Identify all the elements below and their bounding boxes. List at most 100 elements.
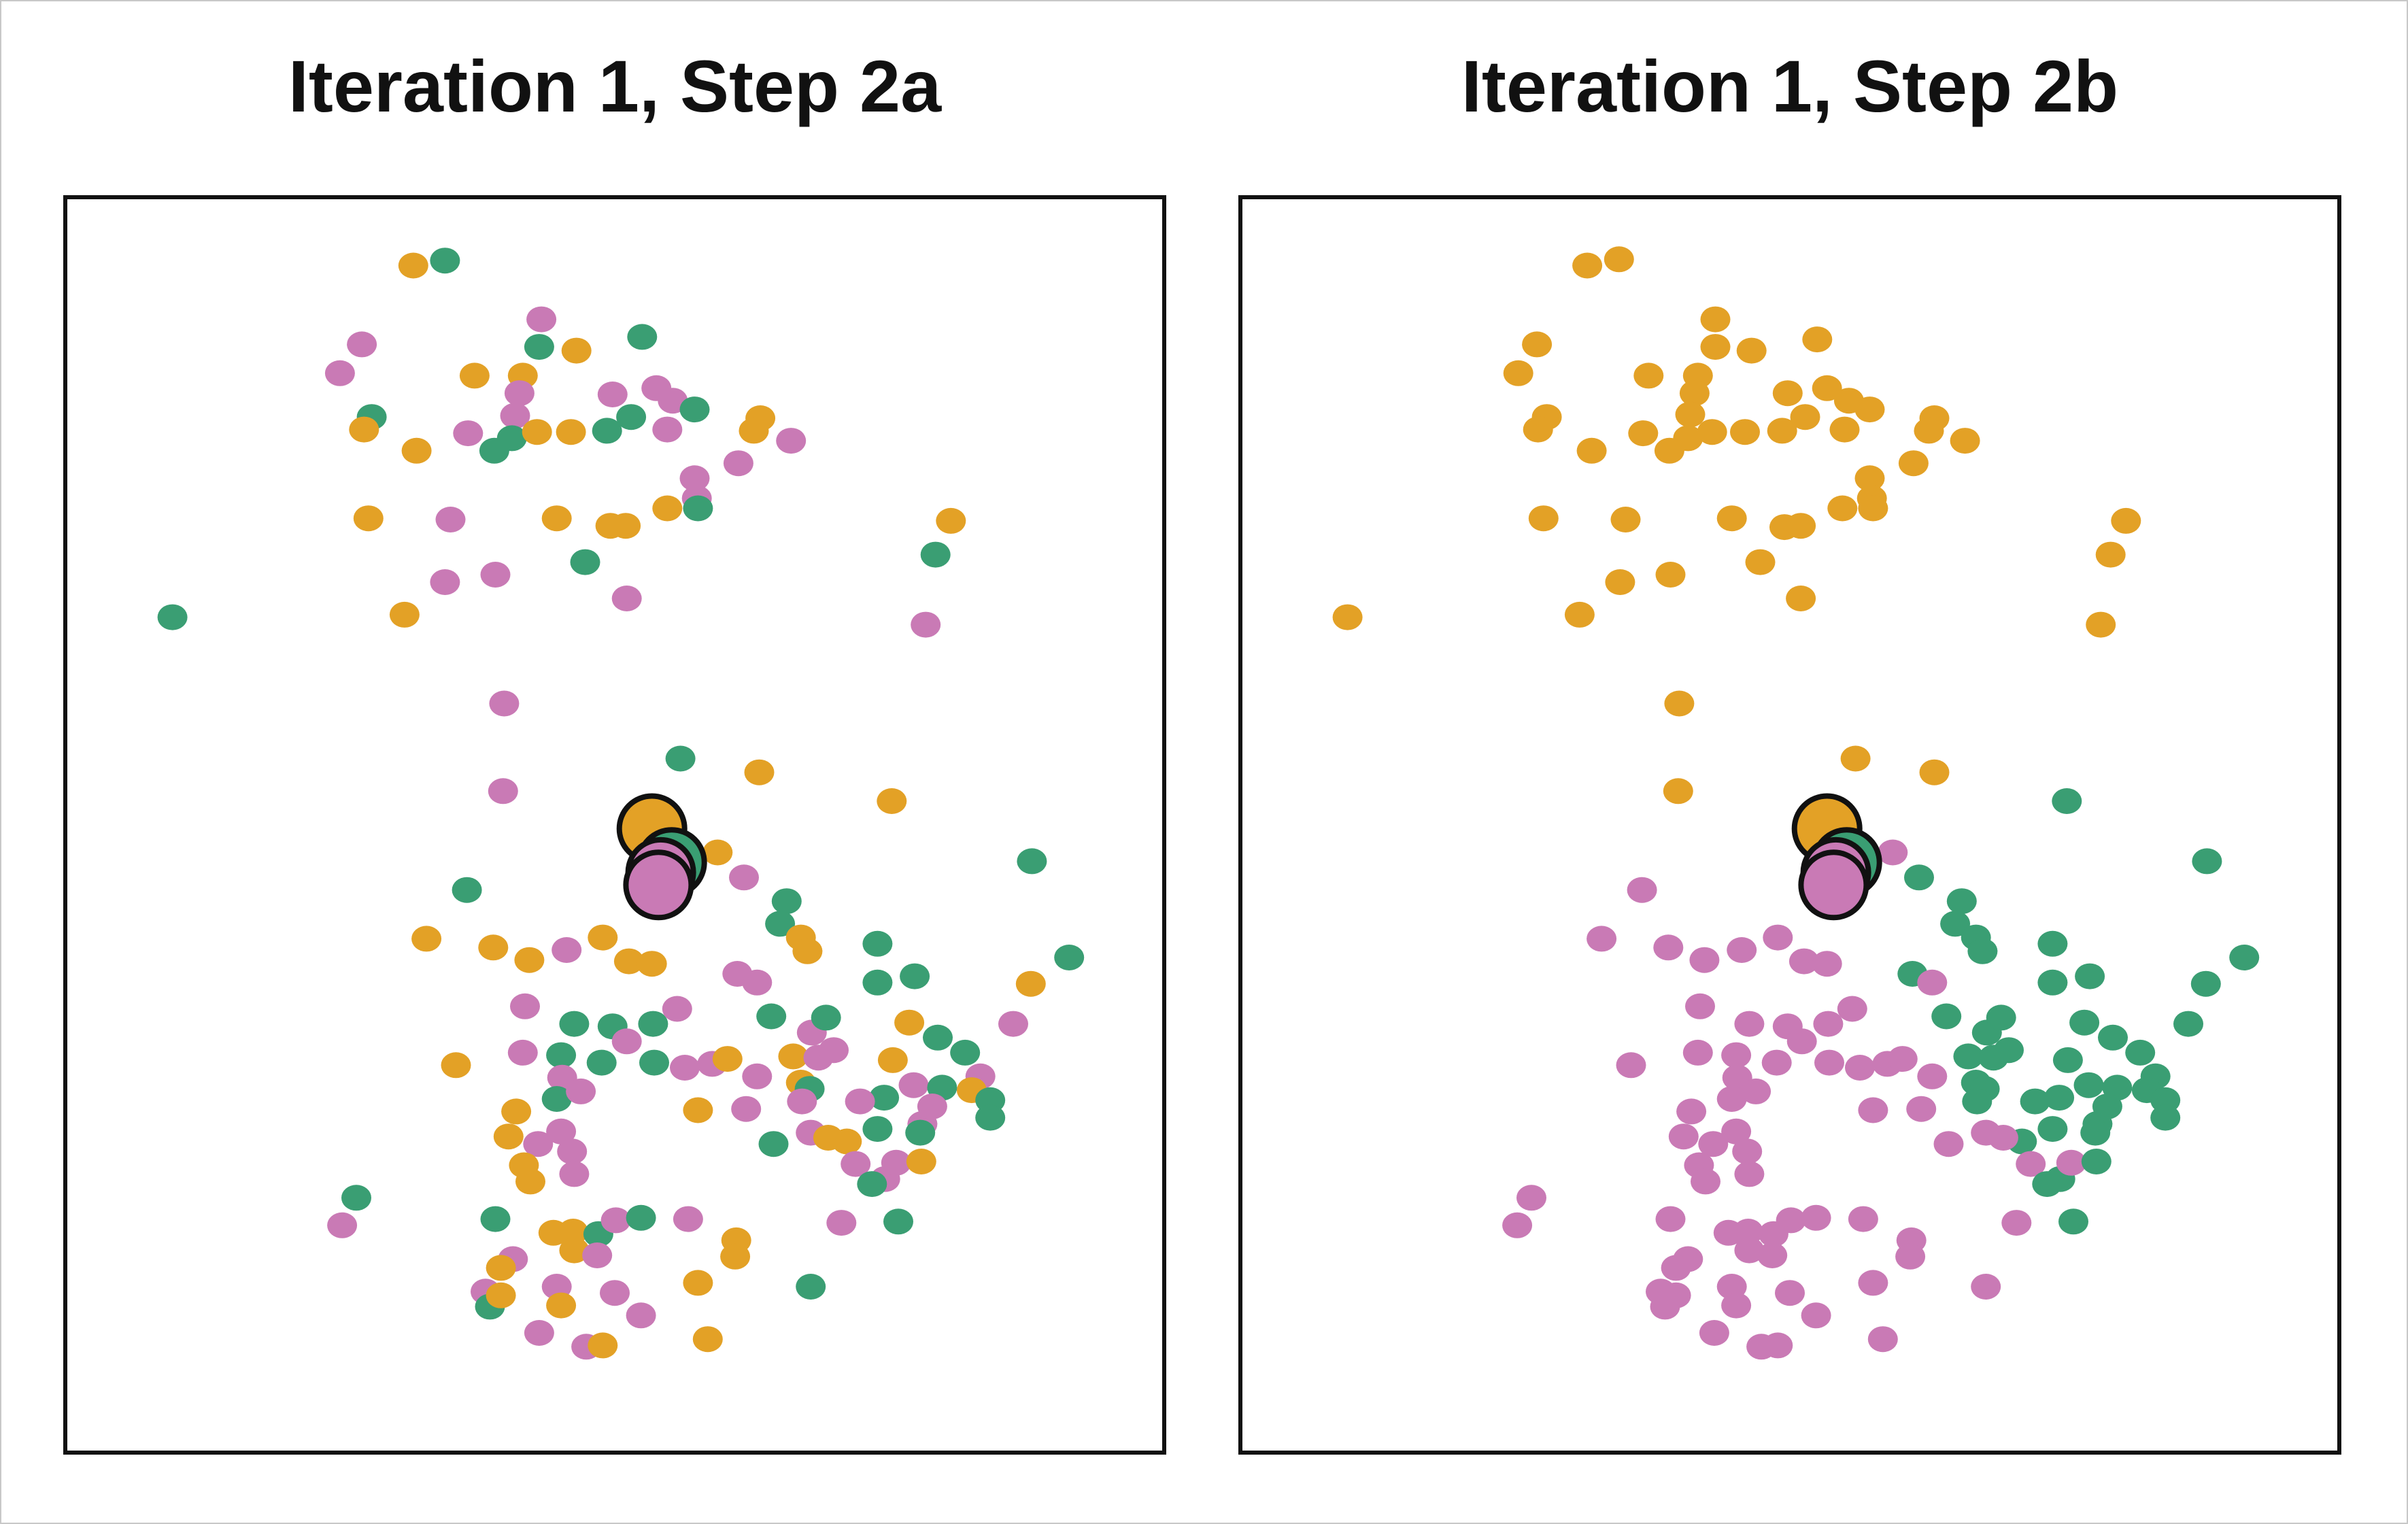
data-point-orange <box>1503 360 1533 386</box>
data-point-orange <box>1772 380 1803 407</box>
data-point-pink <box>1788 948 1819 975</box>
data-point-orange <box>515 1168 545 1195</box>
data-point-pink <box>611 1028 642 1055</box>
data-point-pink <box>1763 924 1793 951</box>
data-point-pink <box>504 380 535 407</box>
data-point-orange <box>1827 495 1858 522</box>
data-point-orange <box>1854 465 1885 492</box>
data-point-pink <box>841 1151 871 1177</box>
data-point-pink <box>526 306 557 333</box>
data-point-green <box>796 1274 826 1300</box>
data-point-green <box>586 1049 617 1076</box>
data-point-pink <box>1801 1302 1831 1329</box>
plot-border <box>1238 195 2341 1455</box>
data-point-pink <box>1653 934 1684 961</box>
data-point-green <box>546 1042 577 1068</box>
data-point-orange <box>1700 334 1731 360</box>
data-point-pink <box>626 1302 656 1329</box>
data-point-pink <box>1716 1086 1747 1112</box>
data-point-green <box>1994 1037 2024 1064</box>
data-point-orange <box>411 926 442 952</box>
data-point-orange <box>522 419 552 445</box>
data-point-pink <box>1689 947 1720 973</box>
data-point-orange <box>712 1046 743 1072</box>
data-point-orange <box>486 1255 516 1281</box>
data-point-orange <box>1528 505 1559 532</box>
data-point-pink <box>1858 1270 1888 1296</box>
data-point-orange <box>389 601 420 628</box>
data-point-pink <box>611 586 642 611</box>
data-point-orange <box>1898 450 1929 477</box>
data-point-orange <box>2086 611 2116 638</box>
data-point-green <box>627 324 658 350</box>
data-point-green <box>2032 1171 2063 1198</box>
chart-title-right: Iteration 1, Step 2b <box>1461 45 2119 127</box>
data-point-green <box>862 930 893 957</box>
data-point-green <box>2192 848 2222 875</box>
data-point-orange <box>1716 505 1747 532</box>
data-point-pink <box>679 465 710 492</box>
data-point-orange <box>720 1243 751 1270</box>
data-point-green <box>2173 1011 2203 1037</box>
data-point-orange <box>1663 778 1693 805</box>
data-point-pink <box>559 1161 590 1187</box>
data-point-pink <box>1661 1255 1691 1281</box>
data-point-green <box>2098 1024 2128 1051</box>
data-point-green <box>430 248 460 274</box>
data-point-pink <box>523 1131 554 1157</box>
data-point-green <box>2080 1119 2111 1146</box>
data-point-pink <box>1668 1123 1699 1150</box>
data-point-orange <box>1679 380 1710 407</box>
data-point-pink <box>600 1280 630 1306</box>
data-point-orange <box>1786 513 1816 539</box>
data-point-orange <box>1745 549 1776 575</box>
data-point-orange <box>1854 396 1885 423</box>
data-point-orange <box>1767 418 1797 444</box>
data-point-pink <box>911 611 941 638</box>
data-point-pink <box>1516 1185 1546 1211</box>
data-point-green <box>950 1039 981 1066</box>
data-point-green <box>570 549 600 575</box>
data-point-orange <box>541 505 572 532</box>
data-point-orange <box>1523 416 1553 443</box>
data-point-pink <box>742 1063 773 1089</box>
data-point-green <box>1946 888 1977 915</box>
data-point-pink <box>723 450 753 477</box>
data-point-orange <box>1736 337 1767 364</box>
data-point-orange <box>906 1149 936 1174</box>
data-point-pink <box>1727 937 1757 963</box>
data-point-green <box>2125 1039 2156 1066</box>
data-point-orange <box>501 1098 532 1125</box>
data-point-orange <box>588 1332 618 1359</box>
data-point-pink <box>1848 1206 1878 1232</box>
data-point-green <box>2052 788 2082 814</box>
data-point-pink <box>1691 1168 1720 1195</box>
data-point-green <box>765 911 796 937</box>
data-point-pink <box>552 937 582 963</box>
data-point-pink <box>1616 1052 1646 1079</box>
data-point-green <box>1940 911 1971 937</box>
data-point-green <box>2073 1072 2104 1098</box>
data-point-orange <box>1919 759 1950 785</box>
data-point-green <box>2044 1085 2075 1111</box>
data-point-pink <box>1502 1212 1533 1238</box>
data-point-pink <box>510 993 540 1019</box>
data-point-orange <box>1605 569 1635 595</box>
data-point-pink <box>1812 951 1842 977</box>
data-point-green <box>923 1024 953 1051</box>
data-point-orange <box>353 505 384 532</box>
data-point-orange <box>1576 437 1607 464</box>
data-point-pink <box>1813 1011 1844 1037</box>
data-point-pink <box>1733 1219 1763 1244</box>
data-point-orange <box>1802 326 1833 353</box>
data-point-pink <box>1776 1207 1806 1234</box>
data-point-orange <box>1697 419 1727 445</box>
data-point-orange <box>398 252 428 279</box>
data-point-green <box>2037 1116 2068 1142</box>
data-point-orange <box>1564 601 1595 628</box>
data-point-orange <box>652 495 683 522</box>
data-point-orange <box>1786 586 1816 611</box>
data-point-orange <box>493 1123 524 1150</box>
data-point-green <box>559 1011 590 1037</box>
data-point-orange <box>1633 362 1664 389</box>
